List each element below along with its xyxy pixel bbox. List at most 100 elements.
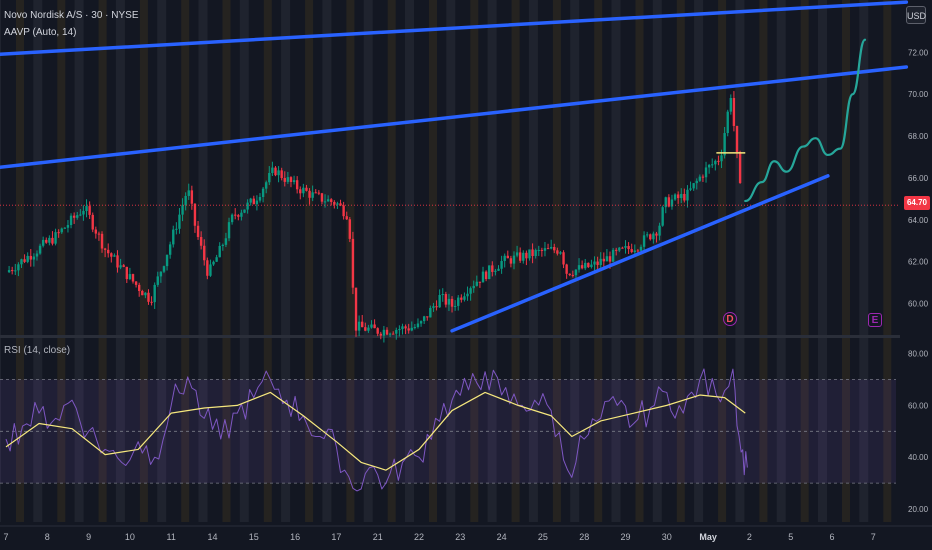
candle-body [463,296,466,300]
candle-body [63,227,67,229]
candle-body [317,192,321,194]
postmarket-band [305,0,314,522]
candle-body [488,265,491,280]
candle-body [565,264,568,274]
time-tick-label: 8 [45,532,50,542]
candle-body [178,214,181,229]
candle-body [302,187,305,194]
candle-body [670,199,674,207]
time-tick-label: 28 [579,532,589,542]
candle-body [726,111,729,134]
premarket-band [281,0,291,522]
candle-body [577,265,581,270]
candle-body [110,253,113,257]
postmarket-band [635,0,644,522]
candle-body [175,228,178,230]
time-tick-label: 5 [788,532,793,542]
time-tick-label: 2 [747,532,752,542]
candle-body [305,187,308,191]
premarket-band [487,0,497,522]
premarket-band [694,0,704,522]
candle-body [29,255,32,260]
candle-body [357,321,361,331]
candle-body [453,305,457,307]
candle-body [729,97,733,112]
candle-body [311,192,314,198]
earnings-icon[interactable]: E [868,313,882,327]
candle-body [611,249,615,262]
price-tick-label: 62.00 [908,258,929,267]
candle-body [280,170,283,179]
time-tick-label: May [699,532,717,542]
candle-body [85,206,88,211]
candle-body [69,215,73,226]
premarket-band [405,0,414,522]
candle-body [147,292,150,302]
candle-body [549,247,553,249]
candle-body [246,202,249,210]
candle-body [289,177,293,183]
candle-body [624,246,627,248]
currency-button[interactable]: USD [906,6,926,24]
dividend-icon[interactable]: D [723,312,737,326]
candle-body [676,194,680,199]
candle-body [199,237,203,246]
candle-body [664,197,667,208]
candle-body [503,255,506,261]
time-tick-label: 17 [331,532,341,542]
candle-body [51,237,54,244]
symbol-legend[interactable]: Novo Nordisk A/S · 30 · NYSE [4,10,139,21]
candle-body [518,252,522,261]
candle-body [658,225,661,236]
candle-body [506,255,509,259]
candle-body [571,274,575,276]
candle-body [150,301,153,303]
candle-body [683,193,686,201]
candle-body [215,257,218,262]
postmarket-band [16,0,24,522]
candle-body [299,189,302,194]
price-tick-label: 68.00 [908,132,929,141]
premarket-band [818,0,827,522]
candle-body [23,259,26,262]
candle-body [543,248,547,251]
candle-body [546,248,550,250]
candle-body [107,249,110,254]
time-tick-label: 22 [414,532,424,542]
candle-body [218,245,221,258]
candle-body [593,261,596,265]
candle-body [385,329,389,335]
candle-body [580,265,584,269]
candle-body [497,268,500,271]
candle-body [184,195,187,206]
candle-body [240,212,243,217]
candle-body [274,167,277,176]
candle-body [717,160,720,162]
candle-body [553,247,556,251]
premarket-band [446,0,456,522]
candle-body [401,326,404,330]
candle-body [738,152,742,183]
candle-body [97,233,101,235]
indicator-legend[interactable]: AAVP (Auto, 14) [4,27,77,38]
candle-body [438,294,441,308]
candle-body [82,210,85,215]
last-price-tag: 64.70 [904,196,930,210]
candle-body [661,207,664,226]
candle-body [308,190,311,198]
candle-body [373,324,376,329]
candle-body [354,287,358,331]
candle-body [212,261,215,265]
postmarket-band [429,0,437,522]
rsi-legend[interactable]: RSI (14, close) [4,345,71,356]
candle-body [515,252,519,256]
candle-body [7,270,11,273]
candle-body [249,198,252,203]
candle-body [345,216,348,220]
candle-body [590,264,593,268]
projection-path [744,38,867,203]
candle-body [714,160,717,165]
postmarket-band [883,0,892,522]
candle-body [587,262,590,268]
